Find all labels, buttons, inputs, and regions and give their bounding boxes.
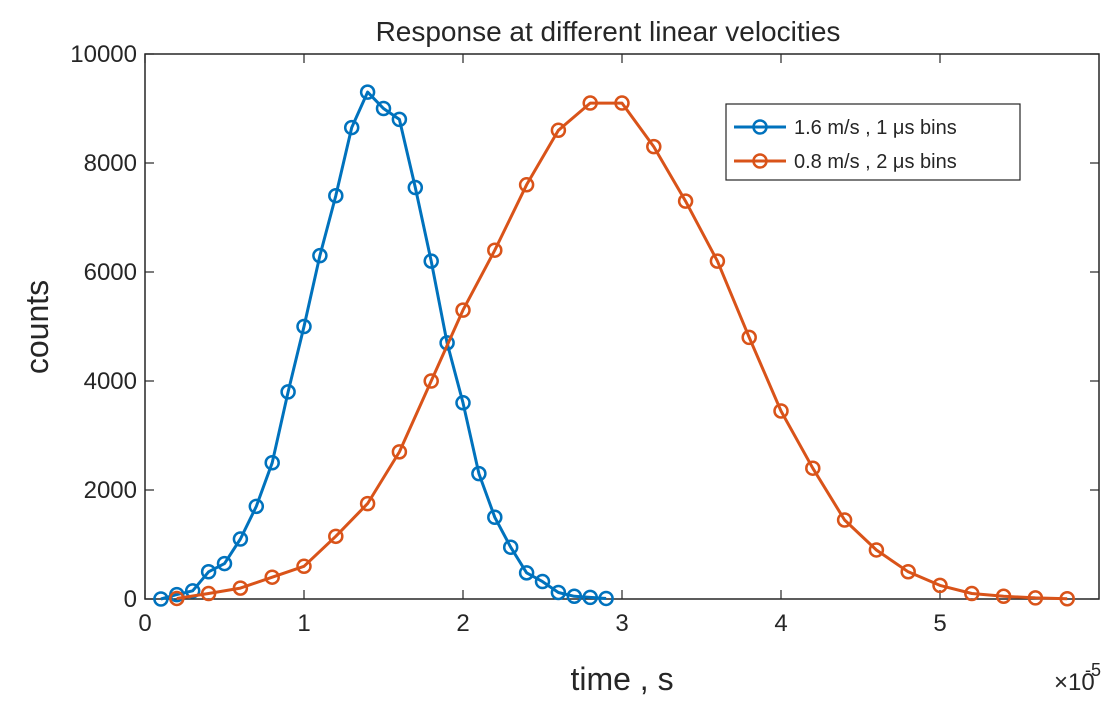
x-axis-multiplier: ×10 -5: [1054, 660, 1101, 696]
y-tick-label: 6000: [84, 259, 137, 286]
data-point: [439, 335, 455, 351]
x-tick-label: 0: [138, 610, 151, 637]
series-1: [153, 84, 614, 607]
legend-label: 0.8 m/s , 2 μs bins: [794, 151, 957, 173]
data-point: [900, 564, 916, 580]
data-point: [868, 542, 885, 558]
x-multiplier-exponent: -5: [1085, 660, 1101, 680]
y-tick-label: 0: [124, 586, 137, 613]
data-point: [391, 111, 408, 128]
data-point: [773, 403, 789, 419]
data-point: [359, 84, 376, 100]
x-tick-label: 5: [933, 610, 946, 637]
data-point: [153, 591, 169, 607]
y-tick-label: 2000: [84, 477, 137, 504]
data-point: [200, 564, 217, 580]
y-tick-label: 4000: [84, 368, 137, 395]
data-point: [598, 590, 614, 607]
data-point: [455, 302, 471, 318]
data-point: [455, 395, 471, 411]
x-tick-label: 1: [297, 610, 310, 637]
legend-item: 0.8 m/s , 2 μs bins: [734, 151, 957, 173]
data-point: [375, 100, 392, 117]
data-point: [471, 465, 487, 482]
data-point: [582, 95, 598, 111]
series-2: [169, 95, 1075, 607]
data-point: [232, 580, 249, 596]
data-point: [264, 569, 280, 585]
chart-title: Response at different linear velocities: [376, 16, 841, 47]
data-point: [169, 590, 185, 607]
data-point: [296, 558, 312, 575]
data-point: [741, 329, 757, 346]
data-point: [328, 528, 344, 545]
legend-item: 1.6 m/s , 1 μs bins: [734, 117, 957, 139]
data-point: [646, 138, 662, 155]
data-point: [200, 585, 217, 602]
data-point: [328, 187, 344, 204]
data-point: [296, 318, 312, 335]
y-axis-label: counts: [19, 280, 55, 374]
data-point: [312, 247, 328, 264]
series-line: [176, 101, 1068, 601]
data-point: [614, 95, 630, 111]
data-point: [518, 177, 535, 193]
data-point: [502, 539, 519, 555]
series-layer: [153, 84, 1075, 607]
y-tick-label: 10000: [70, 41, 137, 68]
data-point: [423, 373, 439, 389]
data-point: [264, 455, 280, 471]
y-tick-label: 8000: [84, 150, 137, 177]
data-point: [836, 512, 853, 528]
data-point: [550, 584, 567, 601]
data-point: [995, 588, 1012, 605]
x-multiplier-base: ×10: [1054, 669, 1095, 696]
data-point: [216, 555, 233, 572]
data-point: [566, 588, 583, 605]
y-axis: 0 2000 4000 6000 8000 10000: [70, 41, 1099, 613]
data-point: [248, 498, 265, 515]
data-point: [550, 122, 567, 139]
legend-box: [725, 103, 1021, 181]
x-axis-label: time , s: [570, 661, 673, 697]
data-point: [343, 119, 360, 136]
data-point: [805, 460, 821, 476]
data-point: [518, 565, 535, 581]
data-point: [423, 253, 439, 269]
data-point: [1027, 590, 1044, 606]
x-tick-label: 3: [615, 610, 628, 637]
data-point: [359, 495, 376, 512]
data-point: [391, 444, 408, 460]
x-axis: 0 1 2 3 4 5: [138, 54, 947, 637]
data-point: [964, 585, 980, 602]
data-point: [280, 384, 296, 400]
data-point: [534, 573, 551, 590]
data-point: [232, 531, 249, 547]
data-point: [582, 589, 598, 606]
data-point: [487, 509, 503, 525]
data-point: [677, 193, 694, 209]
legend: 1.6 m/s , 1 μs bins 0.8 m/s , 2 μs bins: [725, 103, 1021, 181]
legend-marker: [752, 119, 768, 135]
legend-label: 1.6 m/s , 1 μs bins: [794, 117, 957, 139]
data-point: [407, 179, 424, 196]
x-tick-label: 4: [774, 610, 787, 637]
data-point: [709, 253, 726, 269]
data-point: [487, 242, 503, 258]
data-point: [1059, 590, 1075, 607]
x-tick-label: 2: [456, 610, 469, 637]
legend-marker: [752, 153, 768, 169]
data-point: [932, 577, 948, 594]
